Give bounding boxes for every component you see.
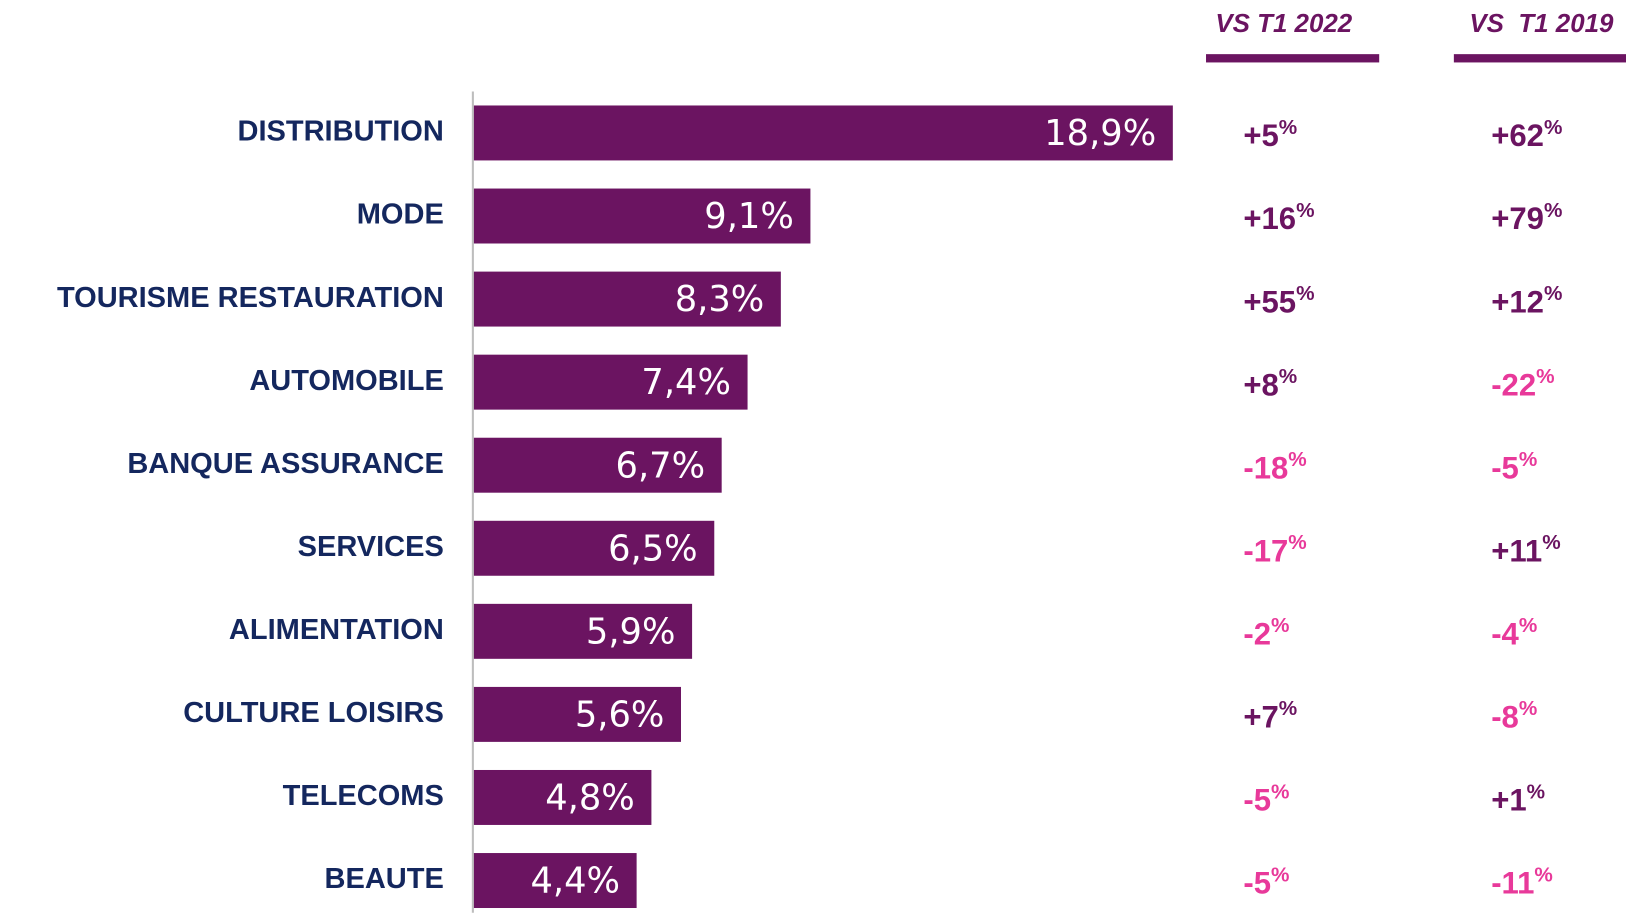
- comparison-label: -17%: [1243, 532, 1306, 569]
- comparison-label: +12%: [1491, 282, 1562, 319]
- comparison-label: -5%: [1491, 449, 1537, 486]
- bar: [473, 769, 652, 825]
- comparison-label: -22%: [1491, 365, 1554, 402]
- bar-value-label: 6,7%: [616, 445, 706, 486]
- bar: [473, 271, 781, 327]
- bar: [473, 354, 748, 410]
- comparison-label: -11%: [1491, 864, 1553, 901]
- bar-value-label: 9,1%: [704, 196, 794, 237]
- bar-value-label: 5,6%: [575, 694, 665, 735]
- comparison-label: +11%: [1491, 532, 1560, 569]
- bar-value-label: 7,4%: [641, 362, 731, 403]
- column-header: VS T1 2019: [1469, 10, 1614, 38]
- comparison-label: -2%: [1243, 615, 1289, 652]
- comparison-label: -4%: [1491, 615, 1537, 652]
- category-label: TOURISME RESTAURATION: [57, 282, 444, 314]
- header-underline: [1453, 54, 1626, 63]
- comparison-label: +5%: [1243, 116, 1297, 153]
- column-header: VS T1 2022: [1215, 10, 1352, 38]
- category-label: BANQUE ASSURANCE: [127, 448, 444, 480]
- category-label: DISTRIBUTION: [238, 116, 444, 148]
- comparison-label: -5%: [1243, 781, 1289, 818]
- bar: [473, 105, 1173, 161]
- bar-value-label: 18,9%: [1044, 113, 1156, 154]
- comparison-label: -5%: [1243, 864, 1289, 901]
- category-label: MODE: [357, 199, 444, 231]
- comparison-label: +8%: [1243, 365, 1297, 402]
- comparison-label: +62%: [1491, 116, 1562, 153]
- bar: [473, 603, 693, 659]
- bar: [473, 686, 681, 742]
- comparison-label: -8%: [1491, 698, 1537, 735]
- category-label: TELECOMS: [283, 780, 444, 812]
- category-label: SERVICES: [298, 531, 444, 563]
- category-label: AUTOMOBILE: [249, 365, 444, 397]
- comparison-label: +7%: [1243, 698, 1297, 735]
- comparison-label: +55%: [1243, 282, 1314, 319]
- bar-value-label: 8,3%: [675, 279, 765, 320]
- bar-value-label: 4,8%: [545, 778, 635, 819]
- bar: [473, 188, 811, 244]
- category-label: ALIMENTATION: [229, 614, 444, 646]
- bar: [473, 520, 715, 576]
- comparison-label: +79%: [1491, 199, 1562, 236]
- comparison-label: +1%: [1491, 781, 1545, 818]
- category-label: BEAUTE: [325, 863, 444, 895]
- bar-value-label: 4,4%: [530, 861, 620, 902]
- bar-value-label: 6,5%: [608, 528, 698, 569]
- bar: [473, 853, 637, 909]
- bar-value-label: 5,9%: [586, 611, 676, 652]
- bar: [473, 437, 722, 493]
- comparison-label: +16%: [1243, 199, 1314, 236]
- category-label: CULTURE LOISIRS: [183, 697, 444, 729]
- header-underline: [1206, 54, 1380, 63]
- comparison-label: -18%: [1243, 449, 1306, 486]
